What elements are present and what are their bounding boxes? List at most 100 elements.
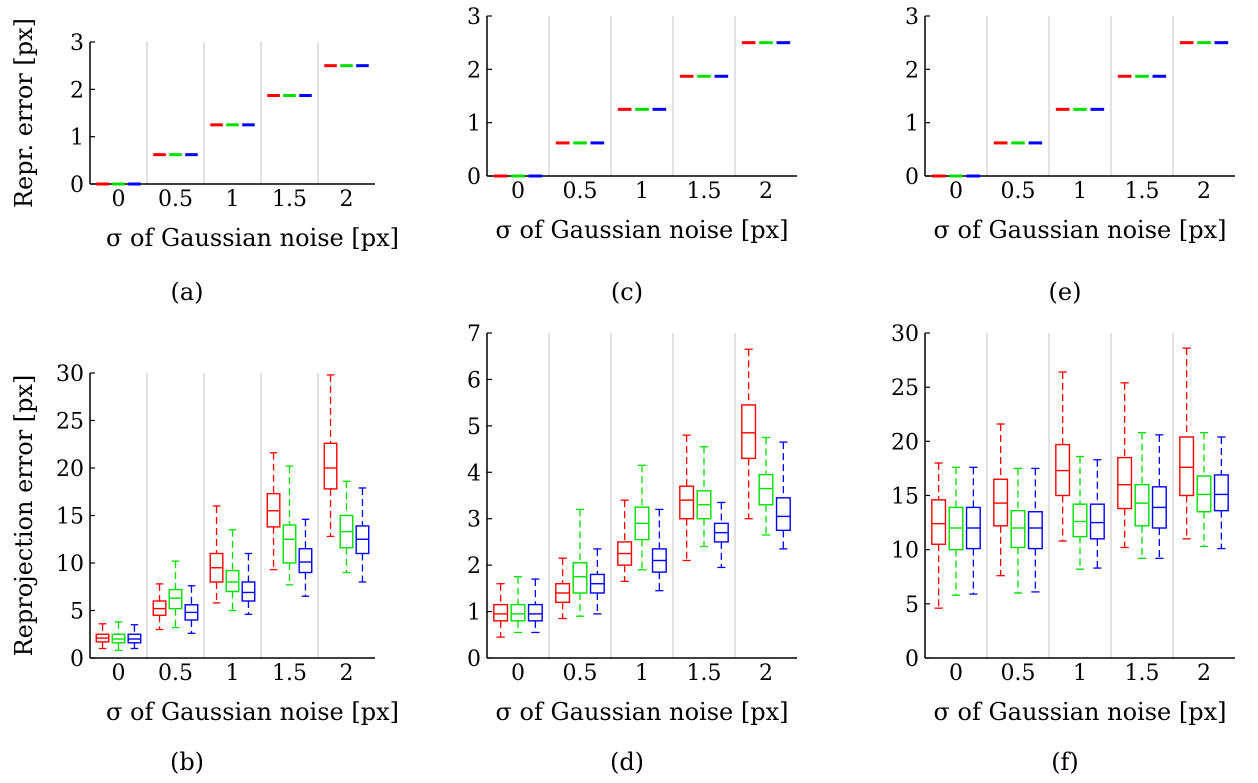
x-axis-label: σ of Gaussian noise [px] bbox=[934, 216, 1227, 244]
panel-caption: (a) bbox=[170, 278, 203, 306]
x-axis-label: σ of Gaussian noise [px] bbox=[496, 698, 789, 726]
chart-panel-d: 0 1 2 3 4 5 6 7 0 0.5 1 1.5 2 σ of Gaussian noise [px… bbox=[467, 322, 797, 776]
x-tick-label: 0 bbox=[511, 179, 525, 204]
box-green-1.5 bbox=[696, 446, 712, 548]
y-tick-label: 15 bbox=[56, 505, 84, 530]
box-body bbox=[225, 569, 240, 593]
box-body bbox=[775, 497, 791, 532]
x-tick-label: 0 bbox=[112, 187, 126, 212]
chart-panel-c: 0 1 2 3 0 0.5 1 1.5 2 σ of Gaussian noise [px] (c) bbox=[467, 5, 797, 306]
x-tick-label: 0.5 bbox=[563, 179, 598, 204]
box-blue-1 bbox=[1089, 459, 1105, 569]
x-tick-label: 2 bbox=[759, 661, 773, 686]
chart-panel-e: 0 1 2 3 0 0.5 1 1.5 2 σ of Gaussian noise [px] (e) bbox=[905, 5, 1235, 306]
box-body bbox=[1089, 503, 1105, 540]
x-tick-label: 2 bbox=[340, 187, 354, 212]
x-tick-label: 0 bbox=[949, 661, 963, 686]
box-red-0.5 bbox=[555, 557, 571, 620]
box-green-1 bbox=[634, 464, 650, 571]
x-tick-label: 2 bbox=[1197, 179, 1211, 204]
box-blue-0.5 bbox=[1027, 467, 1043, 593]
box-red-2 bbox=[1179, 347, 1195, 540]
x-tick-label: 1 bbox=[635, 179, 649, 204]
x-tick-label: 0 bbox=[949, 179, 963, 204]
box-blue-2 bbox=[355, 487, 370, 583]
box-blue-2 bbox=[1213, 436, 1229, 550]
y-tick-label: 30 bbox=[891, 322, 919, 347]
x-tick-label: 0.5 bbox=[563, 661, 598, 686]
box-body bbox=[1134, 483, 1150, 527]
x-tick-label: 1.5 bbox=[1125, 661, 1160, 686]
box-blue-1 bbox=[651, 508, 667, 592]
y-tick-label: 0 bbox=[467, 165, 481, 190]
box-red-1 bbox=[617, 499, 633, 583]
y-tick-label: 3 bbox=[905, 5, 919, 30]
x-tick-label: 2 bbox=[1197, 661, 1211, 686]
y-tick-label: 15 bbox=[891, 485, 919, 510]
x-axis-label: σ of Gaussian noise [px] bbox=[106, 224, 399, 252]
y-tick-label: 1 bbox=[70, 126, 84, 151]
x-axis-label: σ of Gaussian noise [px] bbox=[934, 698, 1227, 726]
box-green-1.5 bbox=[1134, 432, 1150, 559]
y-tick-label: 25 bbox=[56, 410, 84, 435]
box-red-0.5 bbox=[152, 583, 167, 631]
y-axis-label: Reprojection error [px] bbox=[10, 375, 38, 657]
box-body bbox=[298, 548, 313, 574]
box-body bbox=[493, 603, 509, 622]
x-tick-label: 1.5 bbox=[687, 661, 722, 686]
x-tick-label: 1 bbox=[1073, 179, 1087, 204]
box-red-0.5 bbox=[993, 423, 1009, 577]
box-blue-0.5 bbox=[184, 585, 199, 634]
y-tick-label: 5 bbox=[467, 415, 481, 440]
x-tick-label: 0.5 bbox=[158, 661, 193, 686]
x-tick-label: 0 bbox=[112, 661, 126, 686]
box-red-0 bbox=[95, 623, 110, 650]
y-tick-label: 1 bbox=[467, 112, 481, 137]
box-body bbox=[1010, 509, 1026, 549]
box-body bbox=[527, 603, 543, 622]
box-body bbox=[1027, 511, 1043, 550]
x-tick-label: 1.5 bbox=[272, 661, 307, 686]
y-tick-label: 2 bbox=[467, 554, 481, 579]
x-axis-label: σ of Gaussian noise [px] bbox=[106, 698, 399, 726]
x-tick-label: 0.5 bbox=[1001, 661, 1036, 686]
y-tick-label: 10 bbox=[891, 539, 919, 564]
x-tick-label: 0.5 bbox=[1001, 179, 1036, 204]
box-body bbox=[741, 404, 757, 460]
box-body bbox=[1213, 474, 1229, 512]
box-body bbox=[1117, 456, 1133, 510]
box-body bbox=[282, 524, 297, 564]
panel-caption: (f) bbox=[1051, 748, 1079, 776]
y-tick-label: 25 bbox=[891, 376, 919, 401]
y-tick-label: 3 bbox=[70, 31, 84, 56]
y-tick-label: 10 bbox=[56, 552, 84, 577]
x-tick-label: 1.5 bbox=[687, 179, 722, 204]
box-red-2 bbox=[323, 374, 338, 538]
panel-caption: (d) bbox=[610, 748, 644, 776]
box-green-0.5 bbox=[572, 508, 588, 617]
box-body bbox=[758, 473, 774, 506]
box-green-1 bbox=[1072, 455, 1088, 570]
y-tick-label: 3 bbox=[467, 508, 481, 533]
y-tick-label: 6 bbox=[467, 368, 481, 393]
box-blue-0 bbox=[127, 624, 142, 650]
box-red-1.5 bbox=[266, 452, 281, 571]
box-blue-1.5 bbox=[298, 518, 313, 597]
box-body bbox=[510, 603, 526, 622]
box-blue-0.5 bbox=[589, 548, 605, 615]
box-body bbox=[323, 442, 338, 490]
y-tick-label: 2 bbox=[467, 58, 481, 83]
box-blue-1.5 bbox=[1151, 434, 1167, 559]
y-tick-label: 0 bbox=[905, 165, 919, 190]
box-body bbox=[1072, 503, 1088, 538]
box-body bbox=[1179, 436, 1195, 497]
y-axis-label: Repr. error [px] bbox=[10, 18, 38, 208]
box-body bbox=[241, 581, 256, 602]
box-green-0.5 bbox=[1010, 467, 1026, 594]
y-tick-label: 0 bbox=[467, 647, 481, 672]
panel-caption: (b) bbox=[170, 748, 204, 776]
box-red-1.5 bbox=[1117, 382, 1133, 549]
y-tick-label: 0 bbox=[905, 647, 919, 672]
y-tick-label: 1 bbox=[467, 601, 481, 626]
